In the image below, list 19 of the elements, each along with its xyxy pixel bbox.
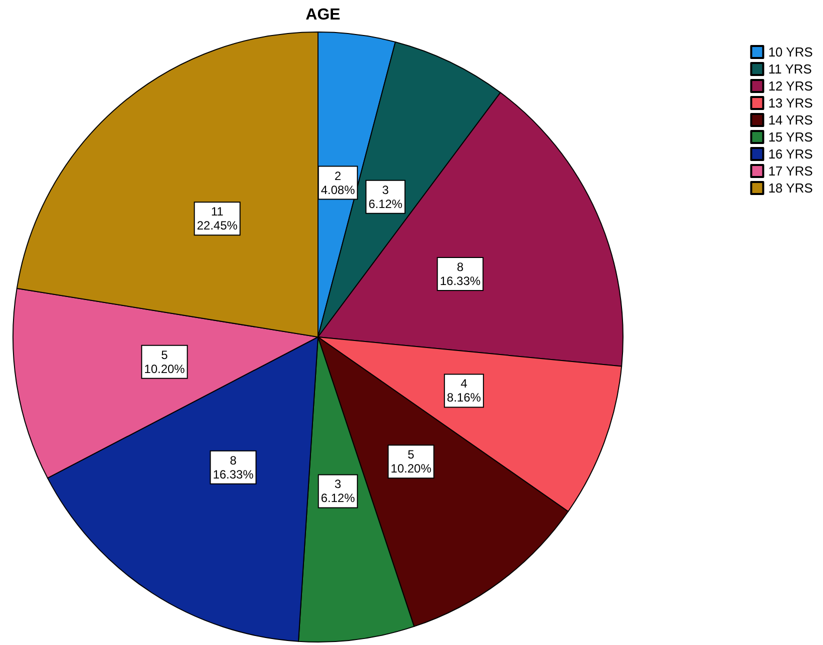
- data-label: 8 16.33%: [440, 260, 481, 288]
- data-label: 3 6.12%: [368, 182, 403, 211]
- legend-label: 11 YRS: [768, 62, 812, 76]
- data-label: 8 16.33%: [212, 453, 254, 482]
- legend-label: 10 YRS: [768, 44, 814, 60]
- legend-label: 17 YRS: [768, 164, 814, 178]
- data-label: 11 22.45%: [196, 204, 238, 233]
- data-label: 5 10.20%: [390, 448, 432, 476]
- legend-label: 13 YRS: [768, 96, 814, 110]
- legend-label: 15 YRS: [768, 130, 814, 144]
- legend-label: 18 YRS: [768, 180, 814, 196]
- data-label: 3 6.12%: [320, 477, 356, 506]
- data-label: 5 10.20%: [144, 348, 186, 376]
- legend-label: 14 YRS: [768, 112, 814, 128]
- legend-label: 16 YRS: [768, 146, 814, 162]
- legend-label: 12 YRS: [768, 78, 814, 94]
- data-label: 2 4.08%: [320, 168, 356, 197]
- chart-title: AGE: [306, 6, 341, 24]
- data-label: 4 8.16%: [446, 376, 482, 405]
